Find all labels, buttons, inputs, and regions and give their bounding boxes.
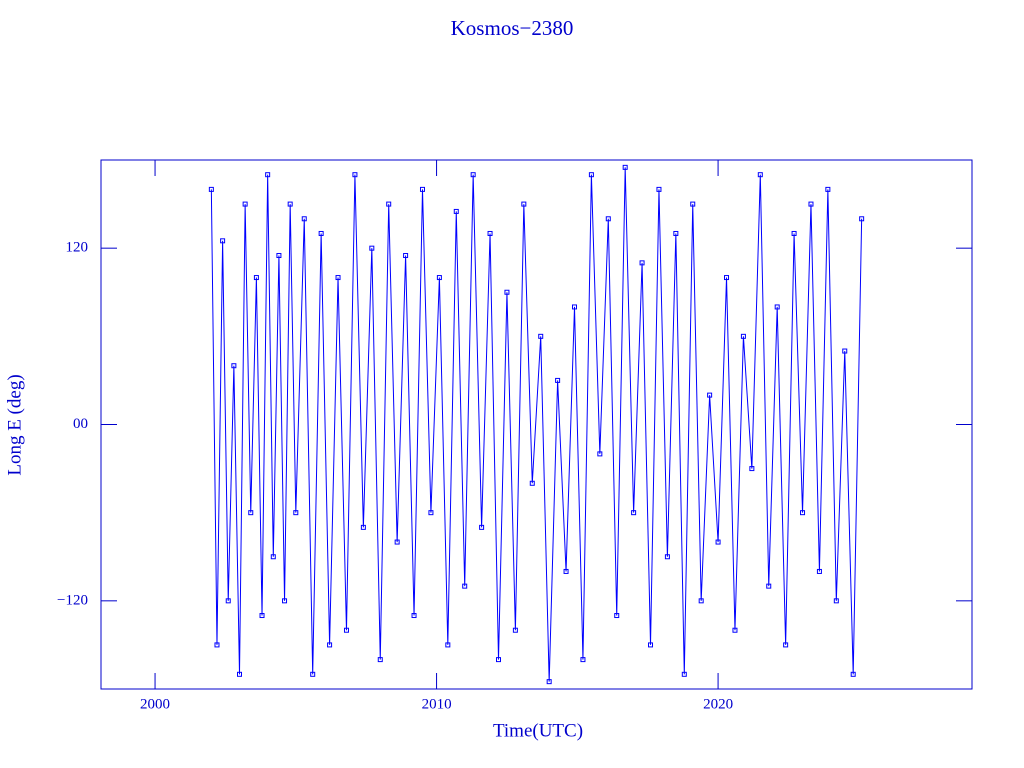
plot-area	[208, 164, 865, 685]
data-point	[242, 201, 248, 207]
data-point	[270, 554, 276, 560]
data-point	[588, 172, 594, 178]
data-point	[512, 627, 518, 633]
y-tick-label: 120	[66, 240, 89, 256]
data-point	[808, 201, 814, 207]
data-point	[825, 186, 831, 192]
data-point	[248, 510, 254, 516]
data-point	[225, 598, 231, 604]
data-point	[504, 289, 510, 295]
data-point	[859, 216, 865, 222]
data-point	[436, 275, 442, 281]
data-point	[816, 568, 822, 574]
data-point	[715, 539, 721, 545]
data-point	[639, 260, 645, 266]
data-point	[403, 253, 409, 259]
data-point	[428, 510, 434, 516]
data-point	[732, 627, 738, 633]
data-point	[749, 466, 755, 472]
x-tick-label: 2020	[703, 696, 733, 712]
data-point	[546, 679, 552, 685]
data-point	[479, 524, 485, 530]
data-point	[301, 216, 307, 222]
chart-title: Kosmos−2380	[451, 16, 574, 40]
data-point	[648, 642, 654, 648]
data-point	[462, 583, 468, 589]
data-point	[791, 230, 797, 236]
data-point	[487, 230, 493, 236]
data-point	[343, 627, 349, 633]
data-line	[210, 167, 863, 682]
data-point	[766, 583, 772, 589]
data-point	[237, 671, 243, 677]
data-point	[622, 164, 628, 170]
x-axis-label: Time(UTC)	[493, 720, 583, 741]
data-point	[740, 333, 746, 339]
data-point	[231, 363, 237, 369]
data-point	[377, 657, 383, 663]
data-point	[833, 598, 839, 604]
data-point	[276, 253, 282, 259]
data-point	[352, 172, 358, 178]
data-point	[529, 480, 535, 486]
data-point	[555, 377, 561, 383]
data-point	[419, 186, 425, 192]
data-point	[656, 186, 662, 192]
data-point	[259, 613, 265, 619]
y-axis-label: Long E (deg)	[4, 374, 25, 475]
data-point	[220, 238, 226, 244]
data-point	[664, 554, 670, 560]
x-tick-label: 2010	[422, 696, 452, 712]
data-point	[842, 348, 848, 354]
data-point	[698, 598, 704, 604]
data-point	[214, 642, 220, 648]
data-point	[580, 657, 586, 663]
data-point	[707, 392, 713, 398]
data-point	[327, 642, 333, 648]
data-point	[757, 172, 763, 178]
data-point	[360, 524, 366, 530]
data-point	[293, 510, 299, 516]
data-point	[394, 539, 400, 545]
y-tick-label: 00	[73, 416, 88, 432]
data-point	[605, 216, 611, 222]
data-point	[318, 230, 324, 236]
data-point	[208, 186, 214, 192]
data-point	[253, 275, 259, 281]
data-point	[495, 657, 501, 663]
data-point	[453, 208, 459, 214]
data-point	[282, 598, 288, 604]
data-point	[265, 172, 271, 178]
data-point	[445, 642, 451, 648]
data-point	[690, 201, 696, 207]
x-tick-label: 2000	[140, 696, 170, 712]
data-point	[470, 172, 476, 178]
data-point	[783, 642, 789, 648]
data-point	[310, 671, 316, 677]
data-point	[369, 245, 375, 251]
data-point	[386, 201, 392, 207]
data-point	[724, 275, 730, 281]
data-point	[850, 671, 856, 677]
data-point	[572, 304, 578, 310]
data-point	[774, 304, 780, 310]
data-point	[521, 201, 527, 207]
data-point	[597, 451, 603, 457]
y-tick-label: −120	[57, 592, 88, 608]
data-point	[614, 613, 620, 619]
data-point	[800, 510, 806, 516]
data-point	[563, 568, 569, 574]
data-point	[335, 275, 341, 281]
data-point	[631, 510, 637, 516]
data-point	[287, 201, 293, 207]
data-point	[411, 613, 417, 619]
data-point	[538, 333, 544, 339]
data-point	[673, 230, 679, 236]
data-point	[681, 671, 687, 677]
